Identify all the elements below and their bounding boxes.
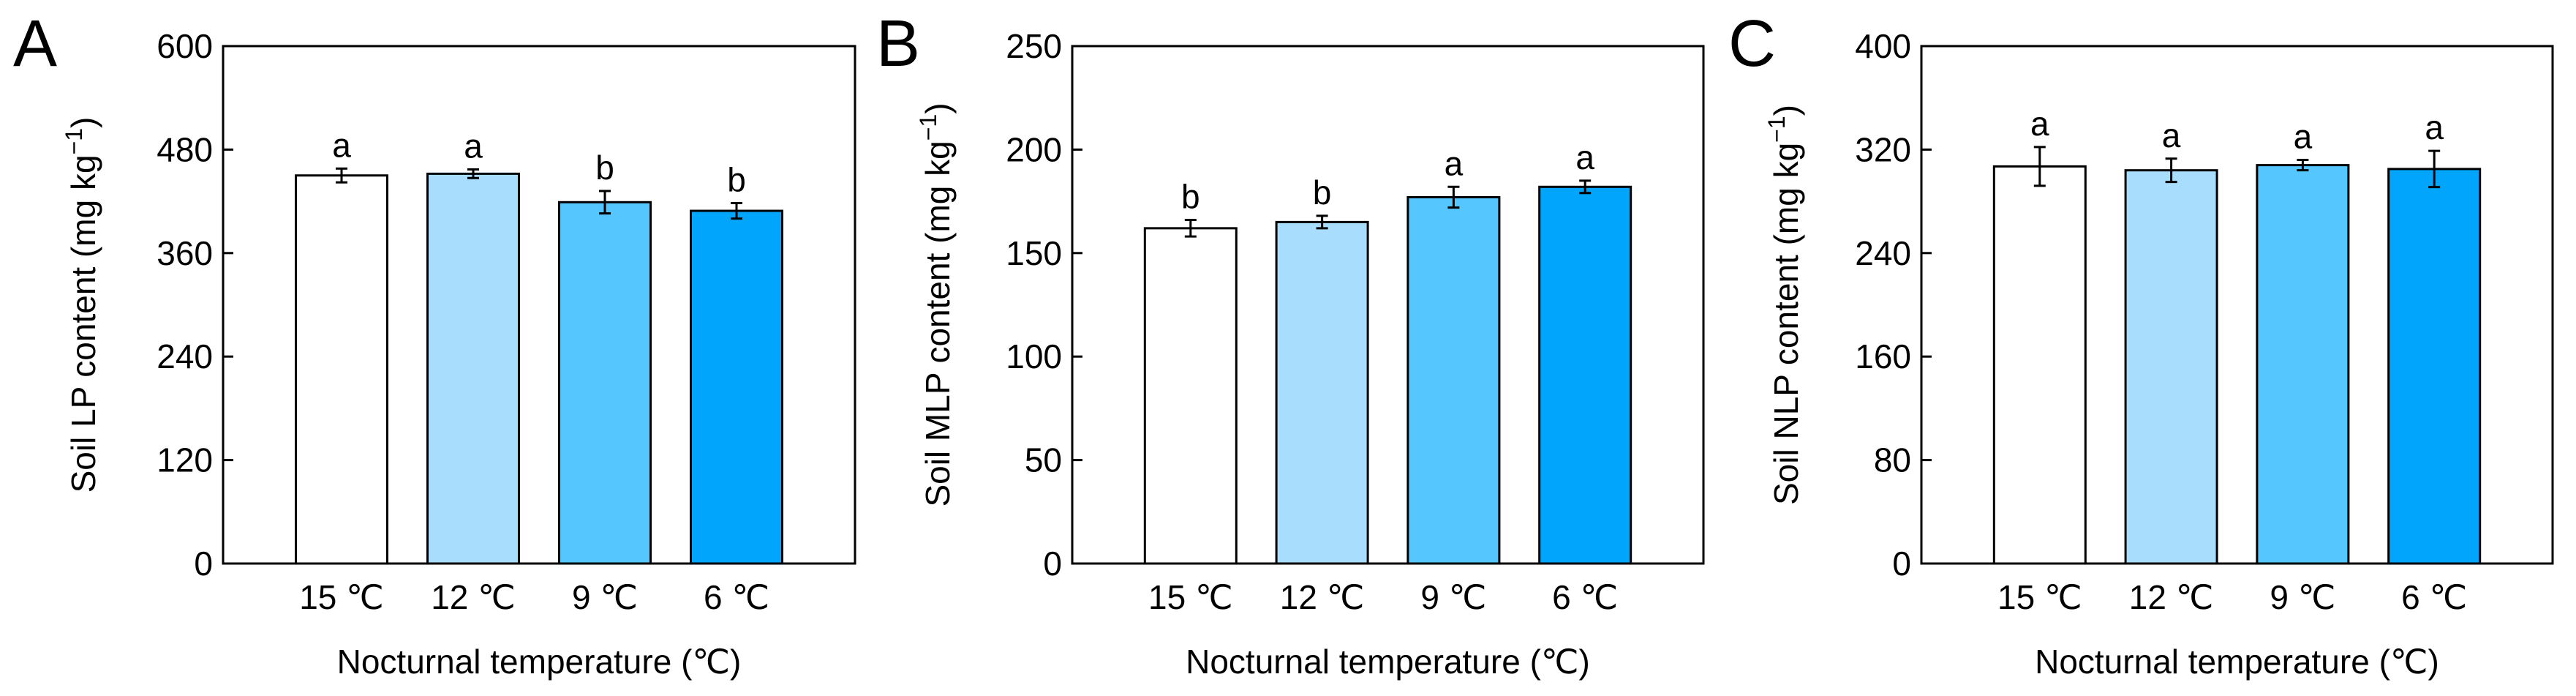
x-axis-title: Nocturnal temperature (℃) — [337, 643, 742, 681]
error-bar-3 — [599, 190, 611, 215]
significance-label: a — [332, 126, 351, 164]
y-tick-label: 50 — [1025, 441, 1062, 479]
error-bar-4 — [731, 201, 742, 220]
bar-2 — [1275, 220, 1369, 565]
bar-3 — [558, 201, 652, 565]
x-tick-label: 12 ℃ — [2129, 578, 2214, 616]
y-tick-label: 100 — [1006, 337, 1062, 375]
significance-label: a — [2425, 108, 2444, 146]
x-tick-label: 9 ℃ — [1420, 578, 1486, 616]
significance-label: a — [2162, 116, 2181, 154]
panel-letter: A — [13, 7, 57, 81]
y-tick-label: 160 — [1855, 337, 1911, 375]
y-tick-label: 360 — [157, 234, 213, 272]
x-tick-label: 9 ℃ — [2270, 578, 2335, 616]
bar-2 — [426, 172, 520, 565]
x-tick-label: 15 ℃ — [299, 578, 384, 616]
bar-1 — [1143, 227, 1238, 565]
y-tick-label: 0 — [1892, 545, 1911, 583]
y-axis-title-text: Soil LP content (mg kg — [64, 154, 102, 493]
error-bar-3 — [2297, 159, 2309, 172]
y-axis-title-text: Soil NLP content (mg kg — [1767, 143, 1805, 505]
bar-3 — [1406, 195, 1501, 565]
significance-label: b — [595, 149, 614, 187]
y-tick-label: 120 — [157, 441, 213, 479]
y-axis-title-superscript: −1 — [915, 114, 941, 141]
x-tick-label: 12 ℃ — [431, 578, 516, 616]
y-axis-title-superscript: −1 — [61, 128, 87, 154]
y-tick-label: 240 — [1855, 234, 1911, 272]
significance-label: a — [2294, 118, 2313, 156]
y-tick-label: 150 — [1006, 234, 1062, 272]
error-bar-3 — [1447, 185, 1460, 209]
plot-frame — [222, 45, 856, 565]
y-axis-title: Soil MLP content (mg kg−1) — [915, 102, 957, 506]
y-axis-title-superscript: −1 — [1763, 116, 1790, 142]
y-tick-label: 80 — [1874, 441, 1911, 479]
y-tick-label: 480 — [157, 130, 213, 168]
x-tick-label: 6 ℃ — [704, 578, 769, 616]
x-tick-label: 6 ℃ — [2401, 578, 2467, 616]
x-tick-label: 12 ℃ — [1280, 578, 1365, 616]
panel-letter: B — [876, 7, 920, 81]
y-tick-label: 600 — [157, 27, 213, 65]
error-bar-4 — [2428, 149, 2441, 189]
significance-label: b — [1313, 173, 1332, 212]
y-tick-label: 200 — [1006, 130, 1062, 168]
error-bar-2 — [2165, 157, 2177, 184]
bar-4 — [690, 209, 783, 565]
y-tick-label: 240 — [157, 337, 213, 375]
plot-frame — [1920, 45, 2554, 565]
x-tick-label: 6 ℃ — [1552, 578, 1618, 616]
y-axis-title-close: ) — [64, 117, 102, 128]
chart-panel-b: Bb 15 ℃ b 12 ℃ a 9 ℃ a 6 ℃ 0 50 100 150 200 250 Noctur… — [876, 7, 1705, 681]
bar-4 — [1538, 185, 1632, 565]
significance-label: a — [464, 127, 483, 165]
significance-label: b — [727, 160, 746, 198]
error-bar-1 — [2033, 146, 2046, 187]
y-tick-label: 0 — [1043, 545, 1062, 583]
y-axis-title-close: ) — [1767, 105, 1805, 116]
error-bar-2 — [467, 168, 479, 179]
x-axis-title: Nocturnal temperature (℃) — [2035, 643, 2439, 681]
y-tick-label: 400 — [1855, 27, 1911, 65]
x-tick-label: 15 ℃ — [1997, 578, 2082, 616]
x-tick-label: 15 ℃ — [1148, 578, 1233, 616]
error-bar-2 — [1316, 214, 1328, 230]
panel-letter: C — [1728, 7, 1776, 81]
error-bar-4 — [1579, 179, 1592, 195]
y-axis-title-text: Soil MLP content (mg kg — [919, 141, 957, 506]
error-bar-1 — [336, 167, 347, 184]
bar-4 — [2387, 168, 2482, 565]
plot-frame — [1071, 45, 1705, 565]
significance-label: b — [1181, 178, 1200, 216]
y-tick-label: 250 — [1006, 27, 1062, 65]
y-axis-title-close: ) — [919, 102, 957, 113]
x-tick-label: 9 ℃ — [572, 578, 638, 616]
y-axis-title: Soil LP content (mg kg−1) — [61, 117, 102, 493]
significance-label: a — [1445, 144, 1464, 182]
bar-3 — [2256, 164, 2350, 565]
y-tick-label: 0 — [194, 545, 213, 583]
chart-panel-a: Aa 15 ℃ a 12 ℃ b 9 ℃ b 6 ℃ 0 120 240 360 480 600 Noctu… — [13, 7, 856, 681]
error-bar-1 — [1184, 219, 1197, 238]
significance-label: a — [1575, 138, 1594, 176]
bar-2 — [2124, 169, 2218, 565]
y-tick-label: 320 — [1855, 130, 1911, 168]
significance-label: a — [2030, 105, 2049, 143]
bar-1 — [1992, 165, 2087, 565]
bar-1 — [295, 174, 388, 565]
x-axis-title: Nocturnal temperature (℃) — [1186, 643, 1590, 681]
y-axis-title: Soil NLP content (mg kg−1) — [1763, 105, 1805, 505]
chart-panel-c: Ca 15 ℃ a 12 ℃ a 9 ℃ a 6 ℃ 0 80 160 240 320 400 Noctur… — [1728, 7, 2554, 681]
